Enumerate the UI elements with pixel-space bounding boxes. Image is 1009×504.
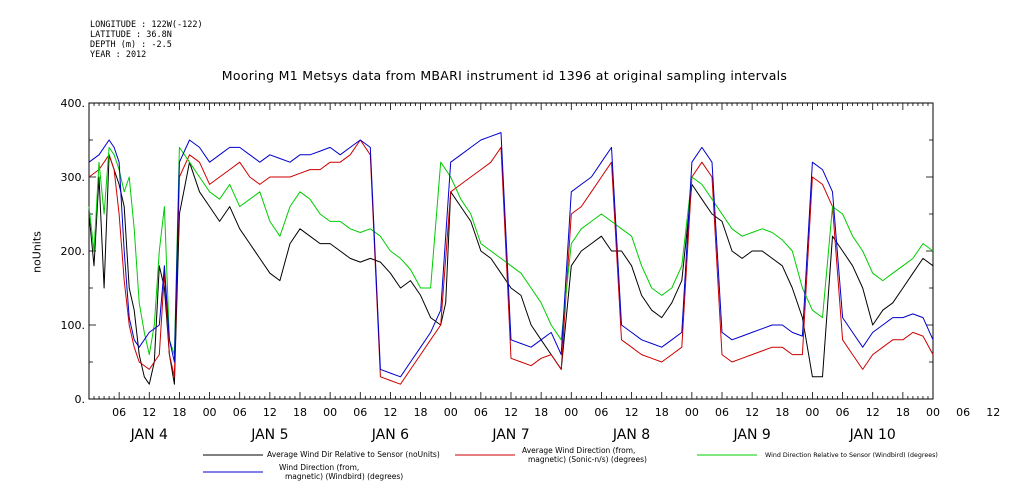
x-tick-label: 06 <box>715 406 729 419</box>
y-tick-label: 300. <box>61 171 86 184</box>
x-tick-label: 18 <box>293 406 307 419</box>
y-tick-label: 100. <box>61 319 86 332</box>
x-tick-label: 00 <box>685 406 699 419</box>
x-tick-label: 00 <box>805 406 819 419</box>
x-tick-label: 06 <box>474 406 488 419</box>
x-tick-label: 12 <box>504 406 518 419</box>
series-line <box>88 146 934 356</box>
x-tick-label: 06 <box>836 406 850 419</box>
x-tick-label: 06 <box>353 406 367 419</box>
legend-label-line2: magnetic) (Windbird) (degrees) <box>285 472 403 481</box>
metadata-block: LONGITUDE : 122W(-122) LATITUDE : 36.8N … <box>90 20 203 60</box>
depth-label: DEPTH (m) : -2.5 <box>90 40 172 50</box>
longitude-label: LONGITUDE : 122W(-122) <box>90 20 203 30</box>
series-line <box>88 132 934 378</box>
series-line <box>88 139 934 385</box>
x-tick-label: 18 <box>172 406 186 419</box>
chart-series <box>88 132 934 385</box>
y-tick-label: 400. <box>61 97 86 110</box>
x-tick-label: 18 <box>655 406 669 419</box>
legend-label: Average Wind Dir Relative to Sensor (noU… <box>267 450 440 459</box>
x-tick-label: 12 <box>625 406 639 419</box>
x-tick-label: 12 <box>866 406 880 419</box>
x-tick-label: 00 <box>323 406 337 419</box>
x-tick-label: 18 <box>775 406 789 419</box>
x-tick-label: 00 <box>926 406 940 419</box>
legend-label: Wind Direction (from, <box>279 463 359 472</box>
day-label: JAN 8 <box>612 427 650 443</box>
x-tick-label: 06 <box>594 406 608 419</box>
year-label: YEAR : 2012 <box>90 50 147 60</box>
x-tick-label: 00 <box>444 406 458 419</box>
x-tick-label: 00 <box>564 406 578 419</box>
legend-label-line2: magnetic) (Sonic-n/s) (degrees) <box>528 455 647 464</box>
day-label: JAN 10 <box>849 427 896 443</box>
x-tick-label: 12 <box>263 406 277 419</box>
chart-legend: Average Wind Dir Relative to Sensor (noU… <box>203 446 938 481</box>
day-label: JAN 4 <box>130 427 168 443</box>
x-tick-label: 00 <box>203 406 217 419</box>
x-tick-label: 06 <box>956 406 970 419</box>
x-tick-label: 12 <box>745 406 759 419</box>
x-tick-label: 18 <box>534 406 548 419</box>
legend-label: Wind Direction Relative to Sensor (Windb… <box>765 452 938 459</box>
y-tick-label: 200. <box>61 245 86 258</box>
x-tick-label: 12 <box>142 406 156 419</box>
x-tick-label: 12 <box>986 406 1000 419</box>
day-label: JAN 9 <box>732 427 770 443</box>
chart-title: Mooring M1 Metsys data from MBARI instru… <box>221 68 788 83</box>
day-label: JAN 5 <box>250 427 288 443</box>
legend-label: Average Wind Direction (from, <box>522 446 635 455</box>
x-tick-label: 06 <box>112 406 126 419</box>
x-tick-label: 18 <box>896 406 910 419</box>
day-label: JAN 7 <box>491 427 529 443</box>
x-tick-label: 06 <box>233 406 247 419</box>
x-tick-label: 18 <box>414 406 428 419</box>
latitude-label: LATITUDE : 36.8N <box>90 30 172 40</box>
y-tick-label: 0. <box>75 393 86 406</box>
x-tick-label: 12 <box>383 406 397 419</box>
chart-axes: 0. 100. 200. 300. 400. 06 12 18 00 06 12 18 00 06 12 18… <box>61 97 1001 443</box>
day-label: JAN 6 <box>371 427 409 443</box>
